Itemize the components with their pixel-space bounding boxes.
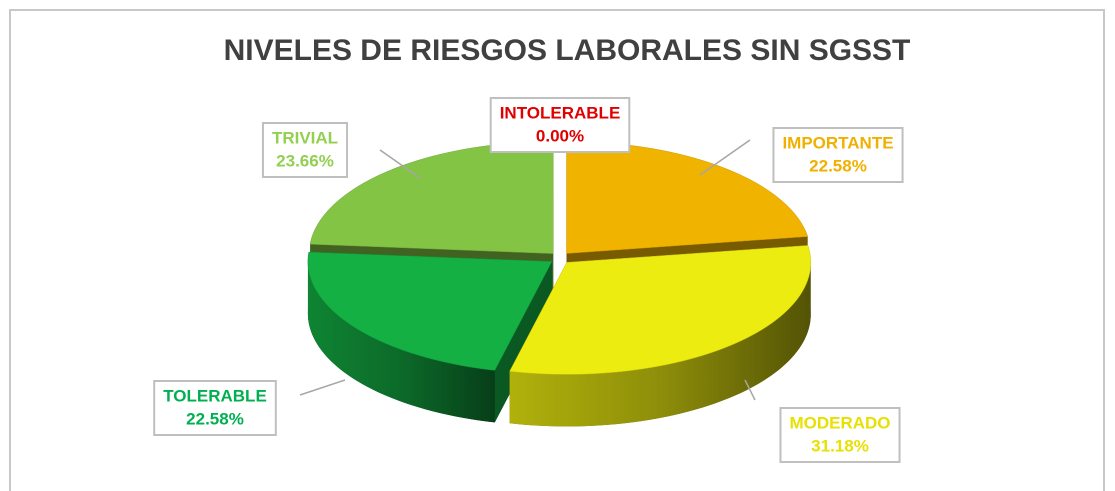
slice (307, 251, 553, 371)
leader-line (699, 139, 751, 176)
label-value: 22.58% (186, 409, 244, 428)
label-value: 0.00% (536, 126, 584, 145)
slice-rim (307, 261, 495, 423)
label-box (261, 122, 349, 178)
slice-rim (509, 262, 811, 427)
label-value: 22.58% (809, 156, 867, 175)
label-box (779, 407, 901, 463)
leader-line (299, 379, 346, 396)
leader-line (744, 379, 756, 401)
label-box (153, 380, 277, 436)
label-name: MODERADO (789, 413, 890, 432)
label-name: INTOLERABLE (500, 103, 621, 122)
chart-title: NIVELES DE RIESGOS LABORALES SIN SGSST (224, 34, 911, 67)
label-value: 31.18% (811, 436, 869, 455)
label-value: 23.66% (276, 151, 334, 170)
label-name: TOLERABLE (163, 386, 267, 405)
label-name: IMPORTANTE (782, 133, 893, 152)
label-name: TRIVIAL (272, 128, 338, 147)
label-box (489, 97, 631, 153)
label-box (772, 127, 904, 183)
pie (307, 141, 811, 427)
labels: INTOLERABLE 0.00% IMPORTANTE 22.58% MODERADO… (153, 97, 904, 463)
slice (509, 245, 811, 375)
leader-line (379, 149, 421, 179)
